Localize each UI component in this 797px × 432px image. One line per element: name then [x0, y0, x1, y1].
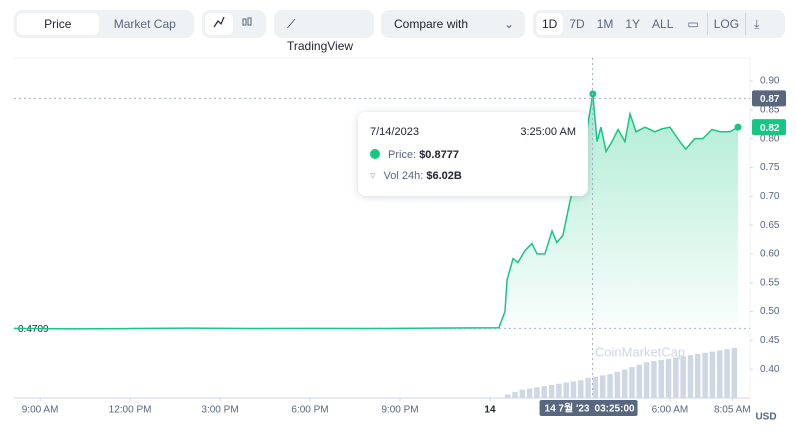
- tradingview-label: TradingView: [287, 39, 354, 53]
- crosshair-x-date: 14 7월 '23: [545, 403, 590, 415]
- volume-bar: [504, 394, 511, 398]
- volume-icon: ▿: [370, 170, 376, 182]
- volume-bar: [592, 376, 599, 398]
- y-tick-label: 0.50: [760, 306, 780, 317]
- crosshair-x-badge: [539, 400, 638, 416]
- y-tick-label: 0.80: [760, 133, 780, 144]
- chart-style: [202, 10, 266, 38]
- y-tick-label: 0.60: [760, 249, 780, 260]
- last-price-label: 0.82: [760, 123, 780, 134]
- tooltip-date: 7/14/2023: [370, 126, 419, 138]
- volume-bar: [680, 356, 686, 398]
- volume-label: Vol 24h:: [383, 170, 424, 182]
- volume-bar: [702, 352, 708, 398]
- volume-bar: [731, 348, 738, 398]
- line-button[interactable]: [205, 13, 233, 35]
- compare-chevron: ⌄: [503, 17, 514, 31]
- last-price-badge: [752, 119, 786, 136]
- crosshair-price-label: 0.87: [760, 94, 780, 105]
- y-tick-label: 0.75: [760, 162, 780, 173]
- volume-bar: [709, 351, 716, 398]
- watermark: CoinMarketCap: [595, 344, 685, 359]
- tooltip-volume-row: ▿ Vol 24h: $6.02B: [370, 169, 462, 182]
- view-toggle: Price Market Cap: [14, 10, 194, 38]
- volume-bar: [716, 350, 723, 398]
- line-icon: [213, 16, 225, 28]
- y-tick-label: 0.45: [760, 335, 780, 346]
- x-tick-label: 6:00 PM: [291, 405, 328, 416]
- volume-bar: [519, 389, 526, 398]
- y-tick-label: 0.65: [760, 220, 780, 231]
- volume-bar: [556, 383, 562, 398]
- y-tick-label: 0.70: [760, 191, 780, 202]
- compare[interactable]: Compare with ⌄: [381, 10, 525, 38]
- volume-bar: [526, 388, 533, 398]
- range-1m[interactable]: 1M: [596, 17, 614, 31]
- log-button[interactable]: LOG: [706, 13, 745, 35]
- y-tick-label: 0.90: [760, 76, 780, 87]
- candle-button[interactable]: [233, 13, 261, 35]
- tradingview: ⟋ TradingView: [274, 10, 374, 53]
- volume-bar: [614, 371, 621, 398]
- volume-bar: [665, 358, 672, 398]
- y-tick-label: 0.40: [760, 364, 780, 375]
- volume-bar: [607, 374, 613, 398]
- volume-bar: [541, 386, 548, 398]
- x-tick-label: 14: [484, 405, 496, 416]
- price-value: $0.8777: [419, 149, 459, 161]
- volume-value: $6.02B: [426, 170, 462, 182]
- download-button[interactable]: ⤓: [745, 13, 767, 35]
- tooltip: 7/14/2023 3:25:00 AM Price: $0.8777 ▿ Vol…: [358, 112, 588, 196]
- x-tick-label: 12:00 PM: [109, 405, 152, 416]
- volume-bar: [563, 382, 569, 398]
- compare-label: Compare with: [394, 17, 469, 31]
- ranges: 1D 7D 1M 1Y ALL ▭ LOG ⤓: [533, 10, 785, 38]
- volume-bar: [651, 361, 657, 398]
- x-tick-label: 6:00 AM: [652, 405, 689, 416]
- volume-bar: [585, 377, 591, 398]
- x-tick-label: 9:00 PM: [381, 405, 418, 416]
- volume-bar: [548, 384, 555, 398]
- range-7d[interactable]: 7D: [569, 17, 585, 31]
- crosshair-x-time: 03:25:00: [595, 404, 635, 415]
- volume-bar: [629, 367, 635, 398]
- price-dot: [370, 149, 380, 159]
- tooltip-price-row: Price: $0.8777: [370, 149, 459, 161]
- volume-bar: [636, 364, 643, 398]
- price-area: [14, 93, 739, 329]
- range-1d[interactable]: 1D: [536, 13, 564, 35]
- volume-bar: [621, 369, 628, 398]
- volume-bar: [534, 387, 540, 398]
- y-tick-label: 0.85: [760, 105, 780, 116]
- range-all[interactable]: ALL: [652, 17, 674, 31]
- volume-bar: [600, 375, 606, 398]
- volume-bar: [687, 355, 694, 398]
- price-tab[interactable]: Price: [17, 13, 99, 35]
- calendar-button[interactable]: ▭: [687, 17, 699, 31]
- y-tick-label: 0.55: [760, 277, 780, 288]
- volume-bar: [658, 359, 664, 398]
- tradingview-button[interactable]: ⟋ TradingView: [287, 17, 354, 53]
- volume-bar: [695, 353, 701, 398]
- volume-bar: [578, 380, 584, 398]
- crosshair-price-badge: [752, 90, 786, 107]
- volume-bar: [512, 392, 518, 398]
- tooltip-time: 3:25:00 AM: [520, 126, 576, 138]
- volume-bar: [570, 381, 577, 398]
- range-1y[interactable]: 1Y: [625, 17, 641, 31]
- price-label: Price:: [388, 149, 417, 161]
- volume-bar: [643, 362, 650, 398]
- currency-label: USD: [755, 412, 776, 423]
- x-tick-label: 8:05 AM: [714, 405, 751, 416]
- volume-bar: [724, 349, 730, 398]
- last-point: [734, 123, 742, 131]
- x-tick-label: 9:00 AM: [22, 405, 59, 416]
- market-cap-tab[interactable]: Market Cap: [113, 17, 176, 31]
- x-tick-label: 3:00 PM: [201, 405, 238, 416]
- candle-icon: [242, 17, 252, 26]
- open-price-label: 0.4709: [18, 324, 49, 335]
- volume-bar: [673, 357, 679, 398]
